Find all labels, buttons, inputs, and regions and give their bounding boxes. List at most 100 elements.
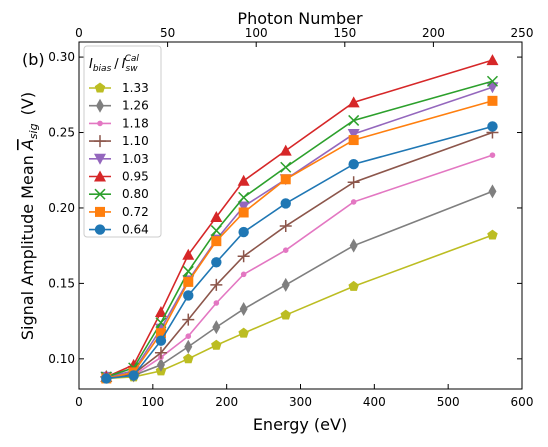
x-tick-label: 200 xyxy=(215,395,238,409)
data-point xyxy=(154,346,167,359)
series-layer xyxy=(100,54,499,384)
legend-title-second: I xyxy=(122,57,126,72)
data-point xyxy=(350,199,357,205)
legend-title-main-sub: bias xyxy=(93,64,112,74)
x-tick-label: 600 xyxy=(511,395,534,409)
legend-entry: 1.18 xyxy=(89,116,149,130)
legend-box xyxy=(83,45,162,238)
data-point xyxy=(183,276,194,287)
data-point xyxy=(182,313,195,326)
data-point xyxy=(486,75,498,87)
legend-entry: 0.95 xyxy=(89,170,149,184)
top-tick-label: 200 xyxy=(422,26,445,40)
x-tick-label: 500 xyxy=(437,395,460,409)
legend-marker xyxy=(97,120,103,127)
data-point xyxy=(128,370,139,381)
legend-marker xyxy=(94,135,106,148)
data-point xyxy=(489,152,496,158)
legend-title-second-sub: sw xyxy=(126,64,139,74)
data-point xyxy=(238,327,249,338)
x-axis-title: Energy (eV) xyxy=(253,415,347,434)
legend-entry: 1.26 xyxy=(89,98,149,113)
legend-marker xyxy=(96,98,104,113)
legend-label: 0.95 xyxy=(122,170,149,184)
y-axis-title-unit: (V) xyxy=(18,92,37,115)
legend-title: Ibias / IswCal xyxy=(89,54,139,74)
legend-label: 1.10 xyxy=(122,134,149,148)
top-tick-label: 50 xyxy=(160,26,175,40)
legend-title-main: I xyxy=(89,57,93,72)
legend-label: 0.64 xyxy=(122,223,149,237)
data-point xyxy=(155,328,166,339)
y-tick-label: 0.25 xyxy=(48,126,75,140)
legend-entry: 1.33 xyxy=(89,81,149,95)
left-axis-ticks: 0.10 0.15 0.20 0.25 0.30 xyxy=(48,50,522,366)
data-point xyxy=(211,257,222,268)
legend-title-second-sup: Cal xyxy=(125,54,140,64)
data-point xyxy=(184,339,193,354)
legend-label: 1.33 xyxy=(122,81,149,95)
data-point xyxy=(239,302,248,317)
legend-label: 1.03 xyxy=(122,152,149,166)
data-point xyxy=(238,207,249,218)
data-point xyxy=(210,278,223,291)
legend-entries: 1.33 1.26 1.18 1.10 1.03 0.95 0.80 0.72 0.64 xyxy=(89,81,149,237)
data-point xyxy=(487,95,498,106)
panel-label: (b) xyxy=(22,50,45,69)
data-point xyxy=(348,114,360,126)
data-point xyxy=(237,250,250,263)
y-tick-label: 0.15 xyxy=(48,276,75,290)
data-point xyxy=(237,174,250,186)
data-point xyxy=(349,238,358,253)
y-axis-title-symbol: A xyxy=(18,139,37,151)
legend-entry: 0.72 xyxy=(89,205,149,219)
series-0-64 xyxy=(101,121,498,384)
data-point xyxy=(183,290,194,301)
data-point xyxy=(347,96,360,108)
legend-marker xyxy=(94,224,106,235)
data-point xyxy=(282,247,289,253)
data-point xyxy=(210,225,222,237)
x-tick-label: 100 xyxy=(141,395,164,409)
top-tick-label: 0 xyxy=(75,26,83,40)
legend-label: 1.18 xyxy=(122,116,149,130)
legend-marker xyxy=(95,206,105,217)
data-point xyxy=(280,309,291,320)
legend-entry: 0.64 xyxy=(89,223,149,237)
data-point xyxy=(238,191,250,203)
x-tick-label: 400 xyxy=(363,395,386,409)
y-axis-title-group: Signal Amplitude Mean Asig (V) xyxy=(18,92,41,340)
data-point xyxy=(182,265,194,277)
data-point xyxy=(347,129,360,141)
data-point xyxy=(213,300,220,306)
data-point xyxy=(211,339,222,350)
legend-title-sep: / xyxy=(114,57,119,72)
legend-marker xyxy=(94,82,106,93)
legend-marker xyxy=(94,188,106,200)
data-point xyxy=(281,277,290,292)
y-tick-label: 0.20 xyxy=(48,201,75,215)
legend-marker xyxy=(94,170,106,182)
y-tick-label: 0.10 xyxy=(48,352,75,366)
y-axis-title-sub: sig xyxy=(27,123,40,139)
data-point xyxy=(182,248,195,260)
data-point xyxy=(280,198,291,209)
legend-entry: 1.10 xyxy=(89,134,149,148)
data-point xyxy=(280,174,291,185)
data-point xyxy=(486,54,499,66)
data-point xyxy=(211,236,222,247)
legend-label: 0.80 xyxy=(122,187,149,201)
data-point xyxy=(348,280,359,291)
data-point xyxy=(279,220,292,233)
data-point xyxy=(347,176,360,189)
legend: Ibias / IswCal 1.331.261.181.101.030.950.8… xyxy=(83,45,162,238)
data-point xyxy=(185,333,192,339)
data-point xyxy=(487,229,498,240)
y-axis-title: Signal Amplitude Mean Asig (V) xyxy=(18,92,41,340)
data-point xyxy=(348,159,359,170)
top-axis-ticks: 0 50 100 150 200 250 xyxy=(75,26,533,47)
data-point xyxy=(212,320,221,335)
data-point xyxy=(488,184,497,199)
data-point xyxy=(240,271,247,278)
